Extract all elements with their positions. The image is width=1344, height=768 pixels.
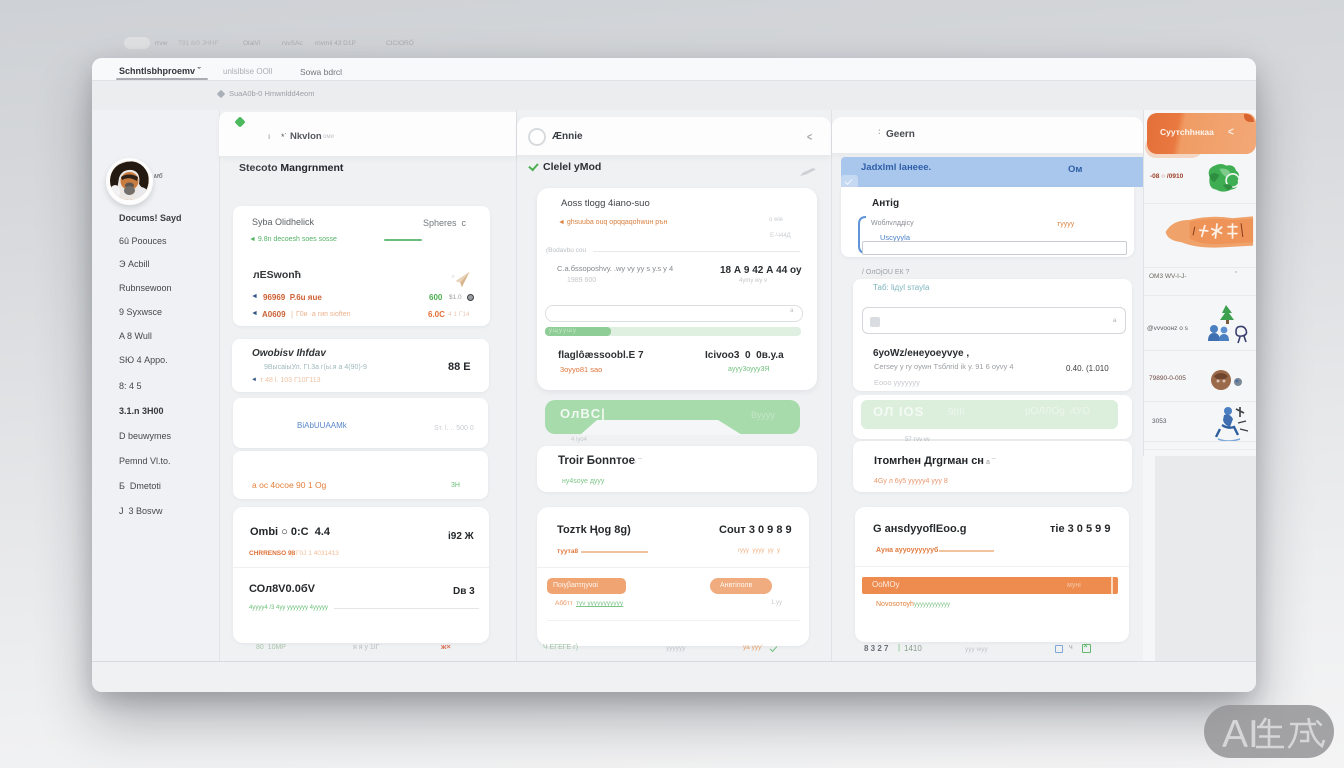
svg-text:AI: AI [1222,713,1259,756]
